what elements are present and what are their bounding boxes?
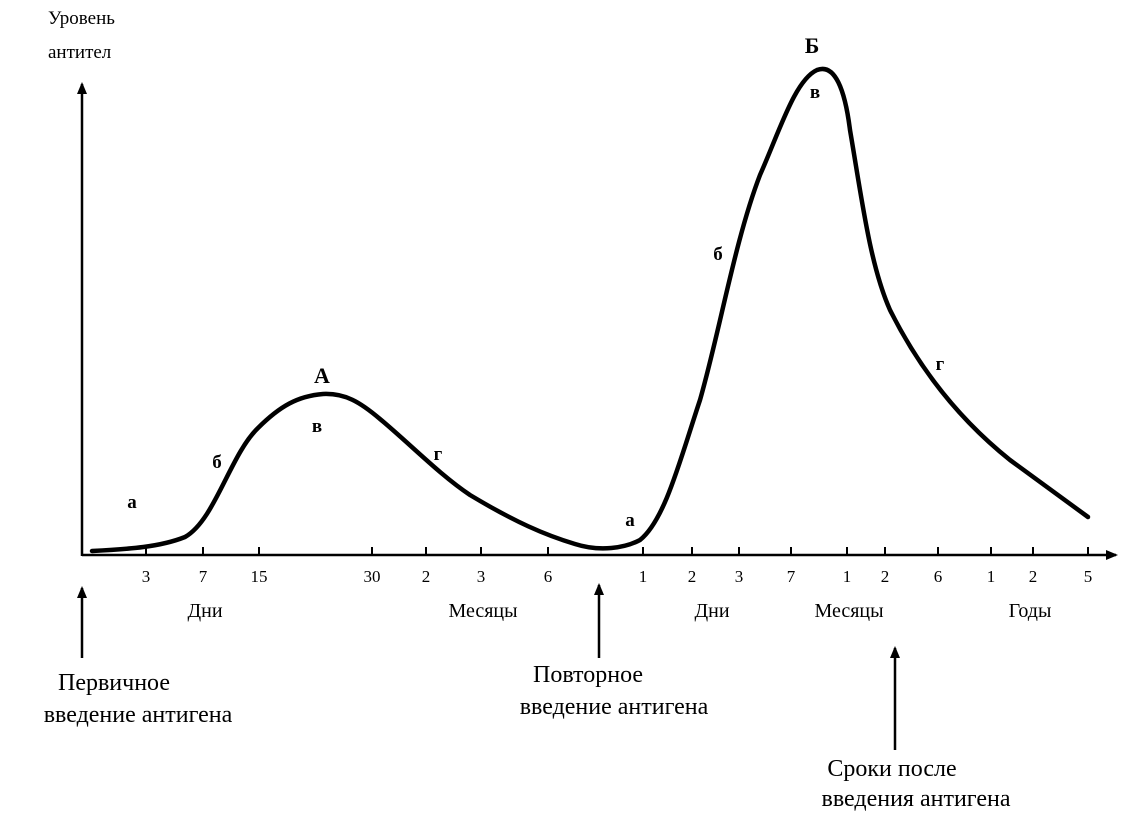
repeat-injection-label-line-2: введение антигена [520,694,709,720]
antibody-response-curve [89,66,1091,554]
tick-label: 6 [544,567,553,586]
phase-label-b-primary: б [212,452,222,473]
unit-label-months-primary: Месяцы [448,600,517,622]
phase-label-g-secondary: г [936,354,945,375]
phase-label-v-primary: в [312,416,322,437]
peak-label-a: А [314,363,330,388]
phase-label-a-secondary: а [625,510,635,531]
tick-label: 7 [199,567,208,586]
tick-label: 5 [1084,567,1093,586]
repeat-injection-label-line-1: Повторное [533,662,643,688]
unit-label-days-secondary: Дни [694,600,729,622]
tick-label: 2 [688,567,697,586]
unit-label-years: Годы [1009,600,1052,622]
phase-label-b-secondary: б [713,244,723,265]
unit-label-days-primary: Дни [187,600,222,622]
tick-label: 7 [787,567,796,586]
phase-label-g-primary: г [434,444,443,465]
tick-label: 1 [639,567,648,586]
tick-label: 3 [477,567,486,586]
x-axis-ticks [145,547,1089,555]
tick-label: 1 [987,567,996,586]
tick-label: 6 [934,567,943,586]
time-after-label-line-2: введения антигена [822,786,1011,812]
y-axis-title-line-1: Уровень [48,8,115,29]
time-after-label-line-1: Сроки после [827,756,956,782]
phase-label-v-secondary: в [810,82,820,103]
primary-injection-label-line-2: введение антигена [44,702,233,728]
unit-label-months-secondary: Месяцы [814,600,883,622]
phase-label-a-primary: а [127,492,137,513]
tick-label: 3 [735,567,744,586]
tick-label: 2 [422,567,431,586]
tick-label: 15 [251,567,268,586]
tick-label: 2 [881,567,890,586]
tick-label: 2 [1029,567,1038,586]
tick-label: 3 [142,567,151,586]
primary-injection-label-line-1: Первичное [58,670,170,696]
peak-label-b: Б [805,33,820,58]
tick-label: 30 [364,567,381,586]
y-axis-title-line-2: антител [48,42,112,63]
tick-label: 1 [843,567,852,586]
